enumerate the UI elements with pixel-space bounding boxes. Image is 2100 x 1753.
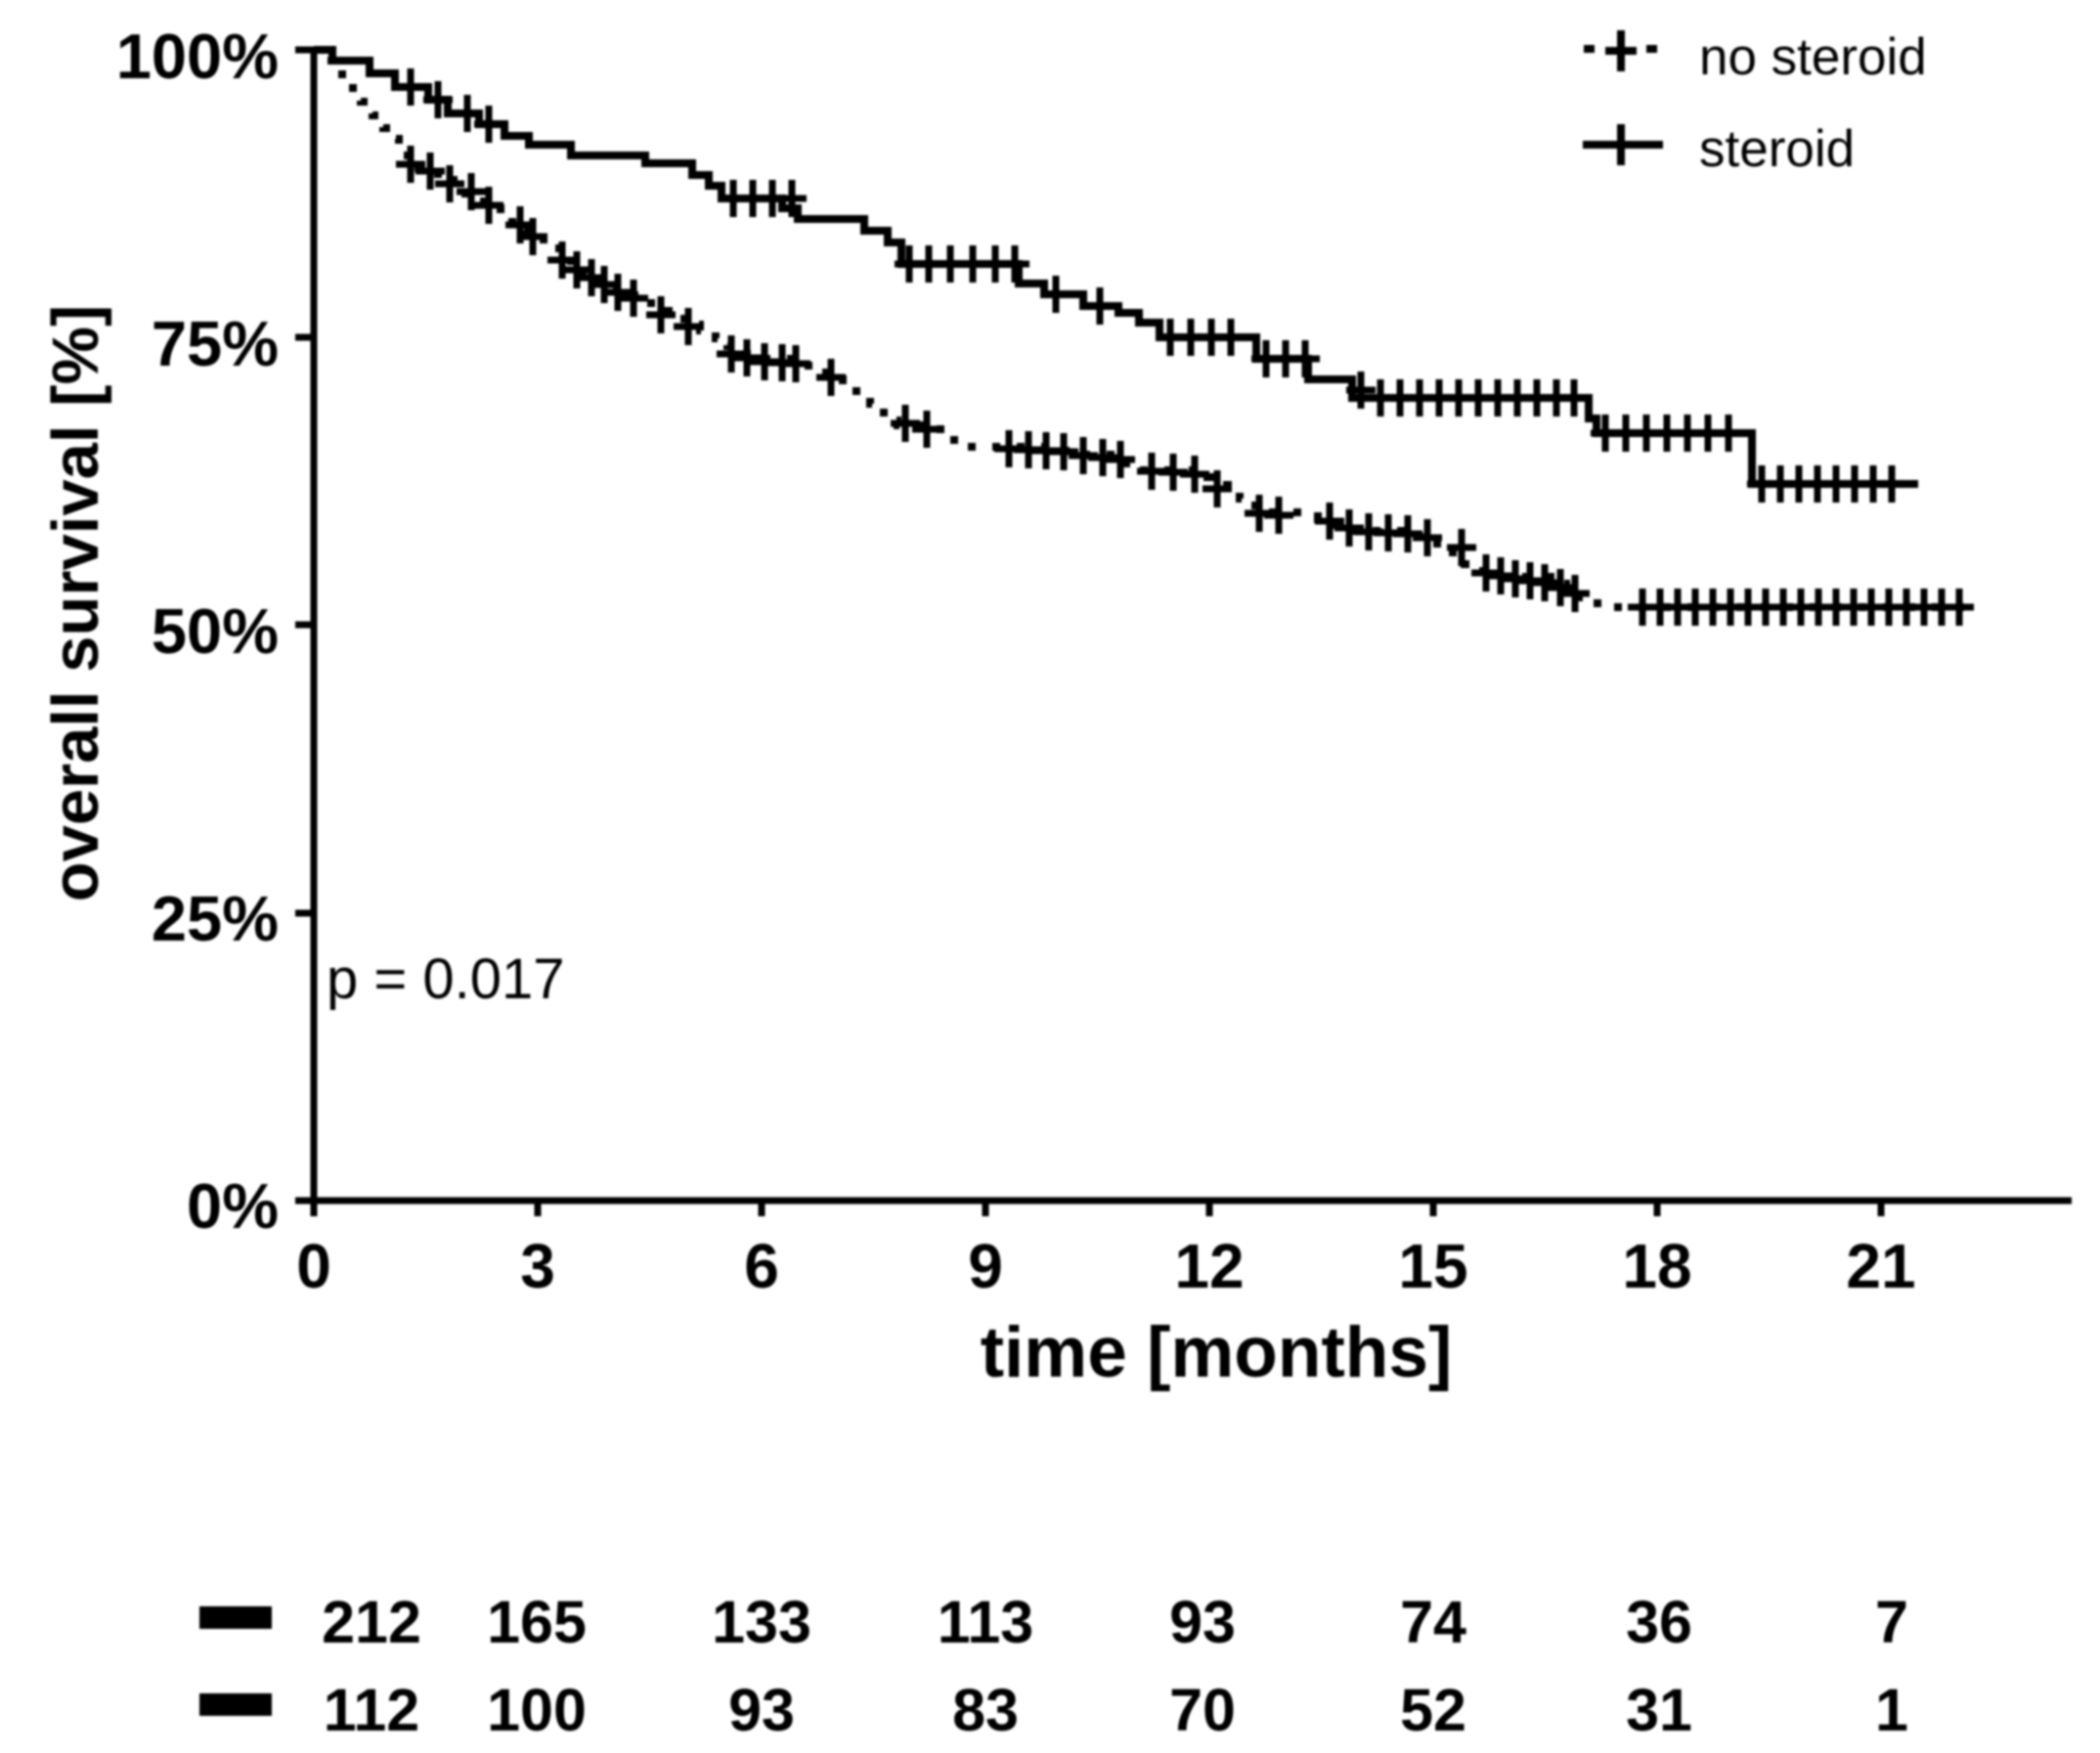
svg-text:113: 113 (938, 1589, 1033, 1655)
svg-text:3: 3 (520, 1231, 555, 1301)
svg-text:75%: 75% (152, 308, 279, 379)
svg-text:12: 12 (1174, 1231, 1244, 1301)
svg-text:steroid: steroid (1699, 120, 1855, 178)
svg-text:100%: 100% (116, 21, 279, 92)
svg-text:36: 36 (1626, 1589, 1692, 1655)
svg-text:0%: 0% (187, 1170, 279, 1242)
svg-text:83: 83 (952, 1677, 1019, 1743)
svg-text:time [months]: time [months] (981, 1313, 1453, 1392)
svg-text:74: 74 (1400, 1589, 1466, 1655)
svg-text:9: 9 (968, 1231, 1003, 1301)
svg-text:0: 0 (296, 1231, 331, 1301)
svg-text:52: 52 (1400, 1677, 1466, 1743)
svg-text:165: 165 (487, 1589, 587, 1655)
svg-text:100: 100 (487, 1677, 587, 1743)
svg-text:212: 212 (322, 1589, 421, 1655)
svg-text:6: 6 (744, 1231, 779, 1301)
svg-text:7: 7 (1875, 1589, 1908, 1655)
svg-text:93: 93 (728, 1677, 795, 1743)
svg-text:31: 31 (1626, 1677, 1692, 1743)
svg-text:50%: 50% (152, 595, 279, 667)
svg-text:93: 93 (1169, 1589, 1236, 1655)
svg-text:133: 133 (712, 1589, 811, 1655)
svg-text:p = 0.017: p = 0.017 (327, 947, 565, 1011)
svg-text:25%: 25% (152, 883, 279, 954)
svg-text:70: 70 (1169, 1677, 1236, 1743)
svg-text:15: 15 (1398, 1231, 1467, 1301)
svg-text:no steroid: no steroid (1699, 28, 1927, 86)
svg-text:1: 1 (1875, 1677, 1908, 1743)
svg-text:21: 21 (1846, 1231, 1915, 1301)
svg-text:112: 112 (324, 1677, 419, 1743)
svg-text:18: 18 (1622, 1231, 1691, 1301)
svg-text:overall survival [%]: overall survival [%] (39, 305, 112, 902)
